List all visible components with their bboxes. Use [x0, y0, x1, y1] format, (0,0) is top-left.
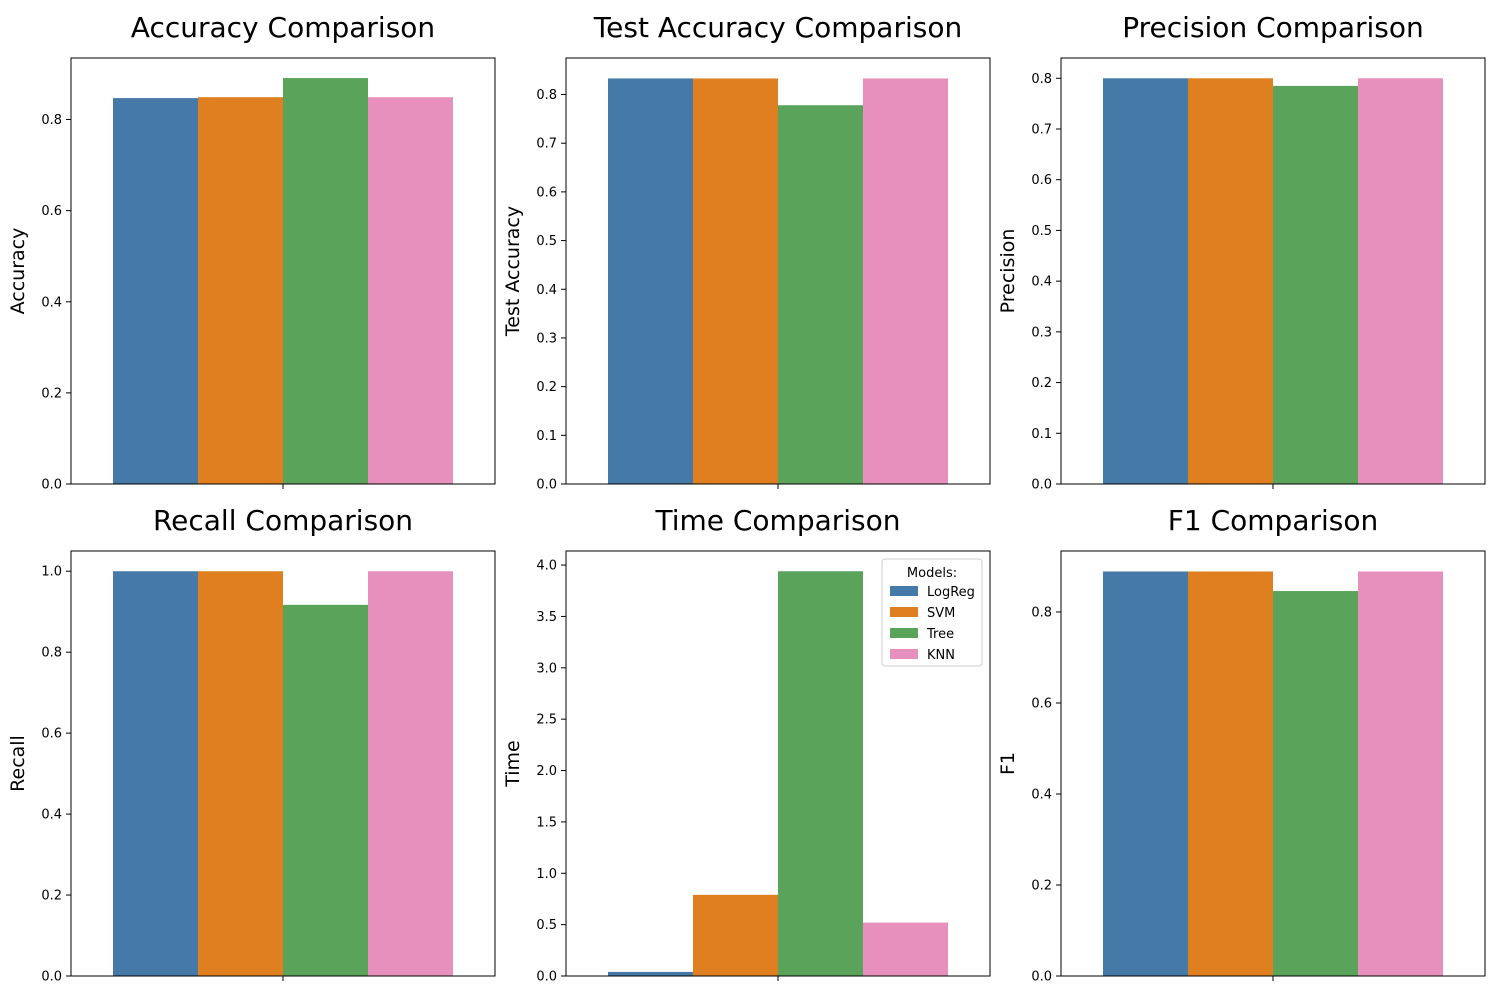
- y-tick-label: 0.5: [1031, 224, 1052, 239]
- chart-panel: 0.0 0.5 1.0 1.5 2.0 2.5 3.0 3.5 4.0 Time Comparis…: [502, 504, 991, 985]
- bar-knn: [863, 922, 948, 976]
- y-tick-label: 0.8: [1031, 605, 1052, 620]
- y-tick-label: 0.0: [536, 970, 557, 985]
- y-axis-label: Time: [502, 740, 524, 788]
- legend-title: Models:: [907, 566, 957, 581]
- chart-title: Accuracy Comparison: [131, 11, 435, 44]
- legend-label-svm: SVM: [927, 606, 955, 621]
- legend-swatch-knn: [890, 649, 918, 659]
- y-tick-label: 0.5: [536, 234, 557, 249]
- y-tick-label: 0.3: [536, 331, 557, 346]
- bar-logreg: [113, 571, 198, 976]
- chart-panel: 0.0 0.2 0.4 0.6 0.8 F1 Comparison F1: [997, 504, 1486, 985]
- bar-tree: [283, 604, 368, 976]
- y-tick-label: 0.2: [536, 380, 557, 395]
- bar-logreg: [1103, 78, 1188, 485]
- y-tick-label: 0.2: [41, 386, 62, 401]
- bar-tree: [1273, 85, 1358, 485]
- y-tick-label: 0.8: [41, 646, 62, 661]
- y-tick-label: 0.8: [536, 88, 557, 103]
- y-tick-label: 4.0: [536, 559, 557, 574]
- y-axis-label: Precision: [997, 229, 1019, 314]
- y-tick-label: 0.6: [1031, 696, 1052, 711]
- bar-logreg: [1103, 571, 1188, 976]
- legend-swatch-logreg: [890, 586, 918, 596]
- chart-title: F1 Comparison: [1168, 504, 1378, 537]
- legend: Models: LogReg SVM Tree KNN: [881, 558, 983, 667]
- y-tick-label: 0.2: [41, 889, 62, 904]
- y-axis-label: Recall: [7, 735, 29, 792]
- y-tick-label: 0.8: [1031, 72, 1052, 87]
- bar-tree: [778, 105, 863, 484]
- y-tick-label: 0.4: [1031, 275, 1052, 290]
- y-tick-label: 0.7: [1031, 123, 1052, 138]
- y-tick-label: 0.6: [536, 185, 557, 200]
- y-tick-label: 2.5: [536, 713, 557, 728]
- chart-panel: 0.0 0.1 0.2 0.3 0.4 0.5 0.6 0.7 0.8 Precision Com…: [997, 11, 1486, 493]
- legend-label-tree: Tree: [926, 627, 954, 642]
- y-tick-label: 0.1: [536, 429, 557, 444]
- bar-svm: [1188, 78, 1273, 485]
- y-tick-label: 0.2: [1031, 376, 1052, 391]
- bar-svm: [198, 97, 283, 484]
- legend-box: [881, 558, 983, 667]
- y-tick-label: 0.4: [1031, 787, 1052, 802]
- y-tick-label: 0.4: [41, 808, 62, 823]
- y-tick-label: 3.0: [536, 661, 557, 676]
- chart-panel: 0.0 0.2 0.4 0.6 0.8 Accuracy Comparison Accura…: [7, 11, 496, 493]
- bar-knn: [368, 571, 453, 976]
- y-axis-label: Accuracy: [7, 228, 29, 315]
- y-tick-label: 1.5: [536, 815, 557, 830]
- bar-logreg: [608, 78, 693, 484]
- bar-tree: [1273, 591, 1358, 976]
- bar-knn: [1358, 571, 1443, 976]
- bar-svm: [693, 894, 778, 976]
- legend-label-logreg: LogReg: [927, 585, 975, 600]
- bar-knn: [1358, 78, 1443, 485]
- chart-title: Time Comparison: [654, 504, 900, 537]
- bar-tree: [283, 78, 368, 484]
- legend-swatch-tree: [890, 628, 918, 638]
- y-tick-label: 0.6: [41, 204, 62, 219]
- legend-label-knn: KNN: [927, 648, 955, 663]
- y-axis-label: Test Accuracy: [502, 206, 524, 337]
- y-axis-label: F1: [997, 752, 1019, 775]
- y-tick-label: 0.0: [41, 970, 62, 985]
- y-tick-label: 0.4: [536, 283, 557, 298]
- y-tick-label: 1.0: [41, 565, 62, 580]
- y-tick-label: 2.0: [536, 764, 557, 779]
- y-tick-label: 0.0: [41, 478, 62, 493]
- y-tick-label: 0.0: [1031, 478, 1052, 493]
- bar-svm: [693, 78, 778, 484]
- chart-panel: 0.0 0.2 0.4 0.6 0.8 1.0 Recall Comparison Recal…: [7, 504, 496, 985]
- chart-title: Recall Comparison: [153, 504, 413, 537]
- y-tick-label: 3.5: [536, 610, 557, 625]
- y-tick-label: 0.8: [41, 113, 62, 128]
- y-tick-label: 0.1: [1031, 427, 1052, 442]
- y-tick-label: 0.0: [1031, 970, 1052, 985]
- bar-logreg: [113, 98, 198, 484]
- y-tick-label: 0.3: [1031, 325, 1052, 340]
- bar-logreg: [608, 971, 693, 976]
- bar-svm: [198, 571, 283, 976]
- y-tick-label: 0.5: [536, 918, 557, 933]
- y-tick-label: 1.0: [536, 867, 557, 882]
- chart-title: Precision Comparison: [1122, 11, 1423, 44]
- y-tick-label: 0.7: [536, 137, 557, 152]
- y-tick-label: 0.6: [1031, 173, 1052, 188]
- y-tick-label: 0.2: [1031, 878, 1052, 893]
- bar-svm: [1188, 571, 1273, 976]
- bar-knn: [368, 97, 453, 484]
- chart-title: Test Accuracy Comparison: [593, 11, 962, 44]
- y-tick-label: 0.0: [536, 478, 557, 493]
- y-tick-label: 0.4: [41, 295, 62, 310]
- legend-swatch-svm: [890, 607, 918, 617]
- chart-panel: 0.0 0.1 0.2 0.3 0.4 0.5 0.6 0.7 0.8 Test Accuracy…: [502, 11, 991, 493]
- bar-tree: [778, 571, 863, 976]
- bar-knn: [863, 78, 948, 484]
- y-tick-label: 0.6: [41, 727, 62, 742]
